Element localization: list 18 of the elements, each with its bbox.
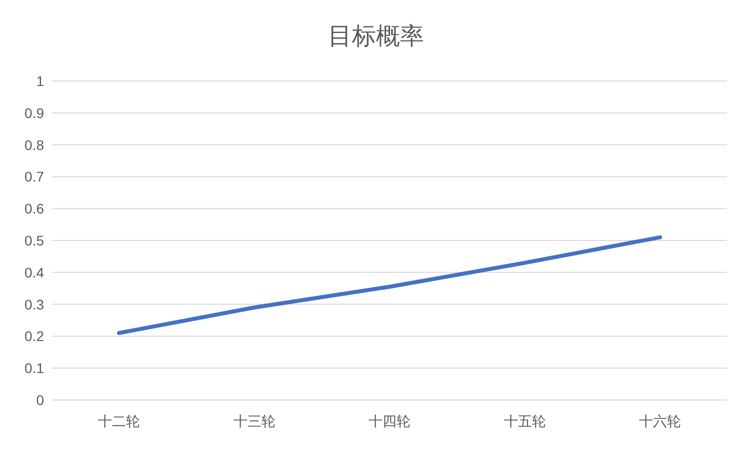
y-tick-label: 0.8 xyxy=(24,136,44,153)
x-tick-label: 十六轮 xyxy=(639,412,681,429)
line-series xyxy=(117,235,662,336)
y-tick-label: 0.3 xyxy=(24,296,44,312)
y-tick-label: 0.7 xyxy=(24,168,44,185)
y-tick-label: 0.2 xyxy=(24,328,44,344)
x-tick-label: 十四轮 xyxy=(368,412,410,429)
y-tick-label: 1 xyxy=(36,72,44,89)
y-tick-label: 0 xyxy=(36,392,44,408)
y-tick-label: 0.4 xyxy=(24,264,44,280)
x-tick-label: 十五轮 xyxy=(504,412,546,429)
y-tick-label: 0.9 xyxy=(24,104,44,121)
x-tick-label: 十三轮 xyxy=(233,412,276,429)
y-tick-label: 0.6 xyxy=(24,200,44,217)
y-tick-label: 0.5 xyxy=(24,232,44,248)
y-tick-label: 0.1 xyxy=(24,360,44,376)
chart-title: 目标概率 xyxy=(327,22,425,52)
x-tick-label: 十二轮 xyxy=(98,412,140,429)
